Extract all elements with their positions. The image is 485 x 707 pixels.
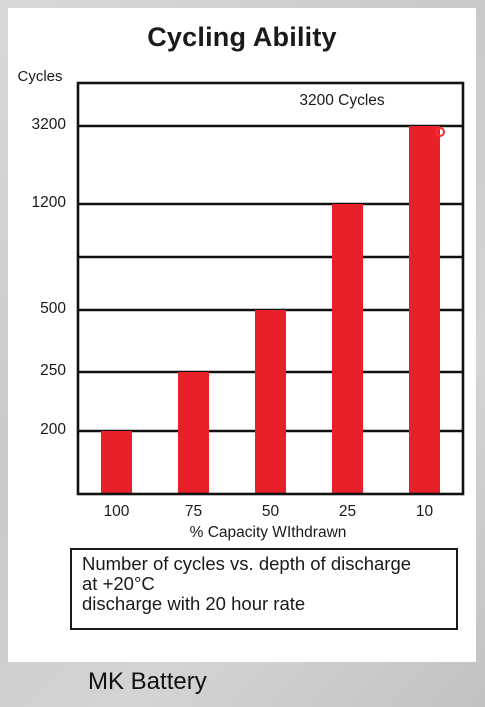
y-tick-label: 1200 [32,194,67,211]
bar [332,204,363,494]
bar-annotation: 3200 Cycles [299,92,385,109]
chart-note-box: Number of cycles vs. depth of discharge … [70,548,458,630]
x-tick-label: 10 [416,503,434,520]
note-line-3: discharge with 20 hour rate [82,594,446,614]
bar [409,126,440,494]
bar [255,310,286,494]
y-axis-label: Cycles [17,68,62,85]
x-tick-label: 50 [262,503,280,520]
note-line-2: at +20°C [82,574,446,594]
y-tick-label: 250 [40,362,66,379]
y-tick-label: 3200 [32,116,67,133]
x-tick-label: 100 [104,503,130,520]
note-line-1: Number of cycles vs. depth of discharge [82,554,446,574]
bar [101,431,132,494]
x-tick-label: 25 [339,503,356,520]
y-tick-label: 200 [40,421,66,438]
x-tick-label: 75 [185,503,202,520]
bar [178,372,209,494]
x-axis-label: % Capacity WIthdrawn [190,524,347,541]
source-caption: MK Battery [88,668,207,696]
y-tick-label: 500 [40,300,66,317]
